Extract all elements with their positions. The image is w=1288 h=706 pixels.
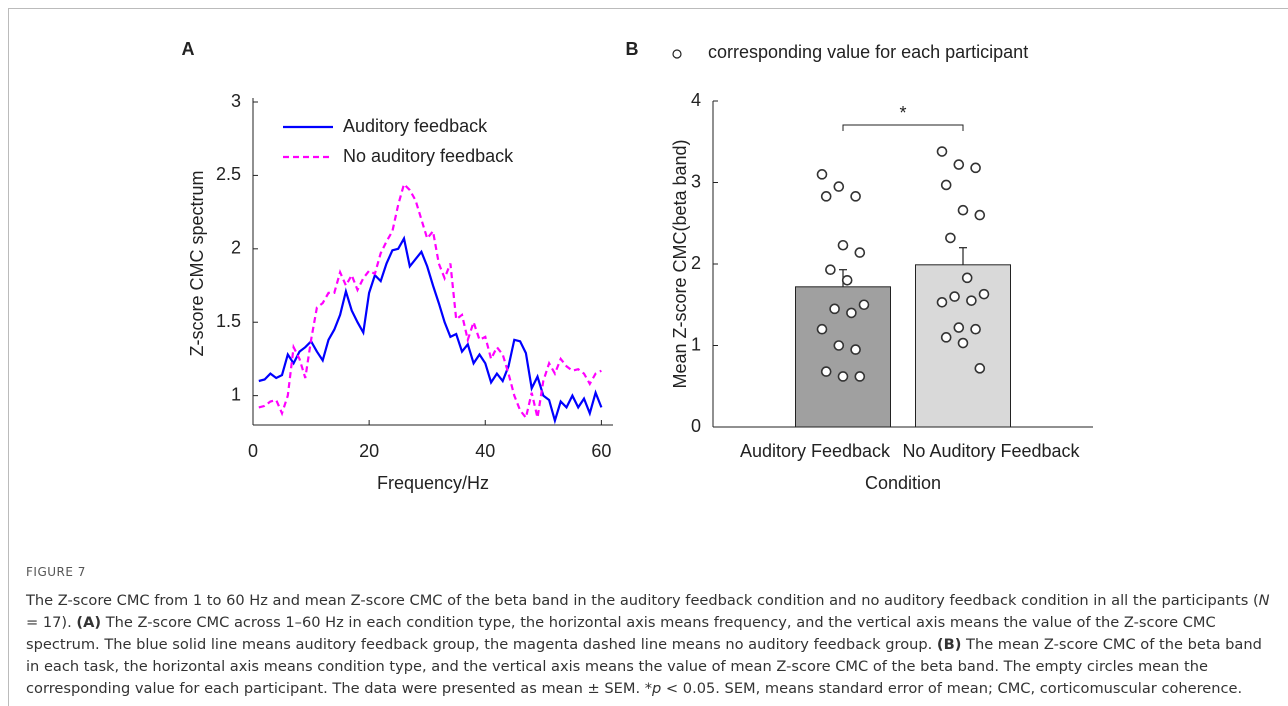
participant-point [970,162,981,174]
participant-point [936,297,948,308]
participant-point [940,179,952,191]
participant-point [850,344,861,355]
figure-label: FIGURE 7 [26,565,86,579]
frame [8,8,9,706]
participant-point [949,291,960,302]
participant-point [974,363,986,374]
participant-point [854,247,866,258]
y-tick-label: 2.5 [216,164,241,184]
participant-point [837,239,849,251]
x-axis-label: Frequency/Hz [377,473,489,493]
y-axis-label: Mean Z-score CMC(beta band) [670,139,690,388]
participant-point [953,322,965,333]
caption-text: (A) [76,614,102,631]
participant-point [850,191,861,202]
caption-text: The mean Z-score CMC of the beta band in… [26,636,1262,697]
participant-point [953,159,965,170]
legend-marker [672,49,682,59]
participant-point [816,169,828,180]
participant-point [816,323,828,335]
y-tick-label: 2 [231,238,241,258]
participant-point [837,371,849,382]
participant-point [829,303,840,315]
caption-text: (B) [936,636,962,653]
participant-point [970,323,981,335]
x-tick-label: 60 [591,441,611,461]
y-tick-label: 0 [691,416,701,436]
participant-point [858,299,870,311]
line-series [258,182,602,421]
x-axis-label: Condition [865,473,941,493]
x-tick-label: No Auditory Feedback [902,441,1080,461]
legend-label: Auditory feedback [343,116,488,136]
x-tick-label: Auditory Feedback [740,441,891,461]
participant-point [940,332,952,343]
participant-point [957,337,969,349]
participant-point [833,181,845,192]
frame [8,8,1288,9]
caption-text: p [652,680,662,697]
y-tick-label: 2 [691,253,701,273]
participant-point [936,146,948,157]
panel-label: B [626,39,639,59]
y-tick-label: 4 [691,90,701,110]
y-tick-label: 3 [231,91,241,111]
y-tick-label: 1 [231,384,241,404]
legend-label: corresponding value for each participant [708,42,1028,62]
participant-point [820,366,832,377]
caption-text: N [1258,592,1270,609]
y-tick-label: 1.5 [216,311,241,331]
participant-point [825,264,836,276]
participant-point [945,232,956,244]
participant-point [961,272,973,284]
x-tick-label: 40 [475,441,495,461]
participant-point [841,274,853,286]
panel-label: A [182,39,195,59]
participant-point [978,288,990,300]
caption-text: = 17). [26,614,77,631]
x-tick-label: 0 [248,441,258,461]
caption: The Z-score CMC from 1 to 60 Hz and mean… [26,590,1276,700]
y-axis-label: Z-score CMC spectrum [187,170,207,356]
participant-point [846,307,857,319]
bar [795,286,891,428]
x-tick-label: 20 [359,441,379,461]
participant-point [833,340,845,351]
legend-label: No auditory feedback [343,146,514,166]
significance-bracket [842,124,964,131]
line-series [258,235,603,425]
caption-text: The Z-score CMC from 1 to 60 Hz and mean… [26,592,1259,609]
y-tick-label: 1 [691,334,701,354]
participant-point [957,204,969,216]
caption-text: < 0.05. SEM, means standard error of mea… [661,680,1243,697]
y-tick-label: 3 [691,171,701,191]
significance-label: * [899,103,906,123]
participant-point [974,209,986,221]
participant-point [820,191,832,202]
participant-point [966,295,977,306]
caption-text: The Z-score CMC across 1–60 Hz in each c… [26,614,1216,653]
participant-point [854,371,866,382]
